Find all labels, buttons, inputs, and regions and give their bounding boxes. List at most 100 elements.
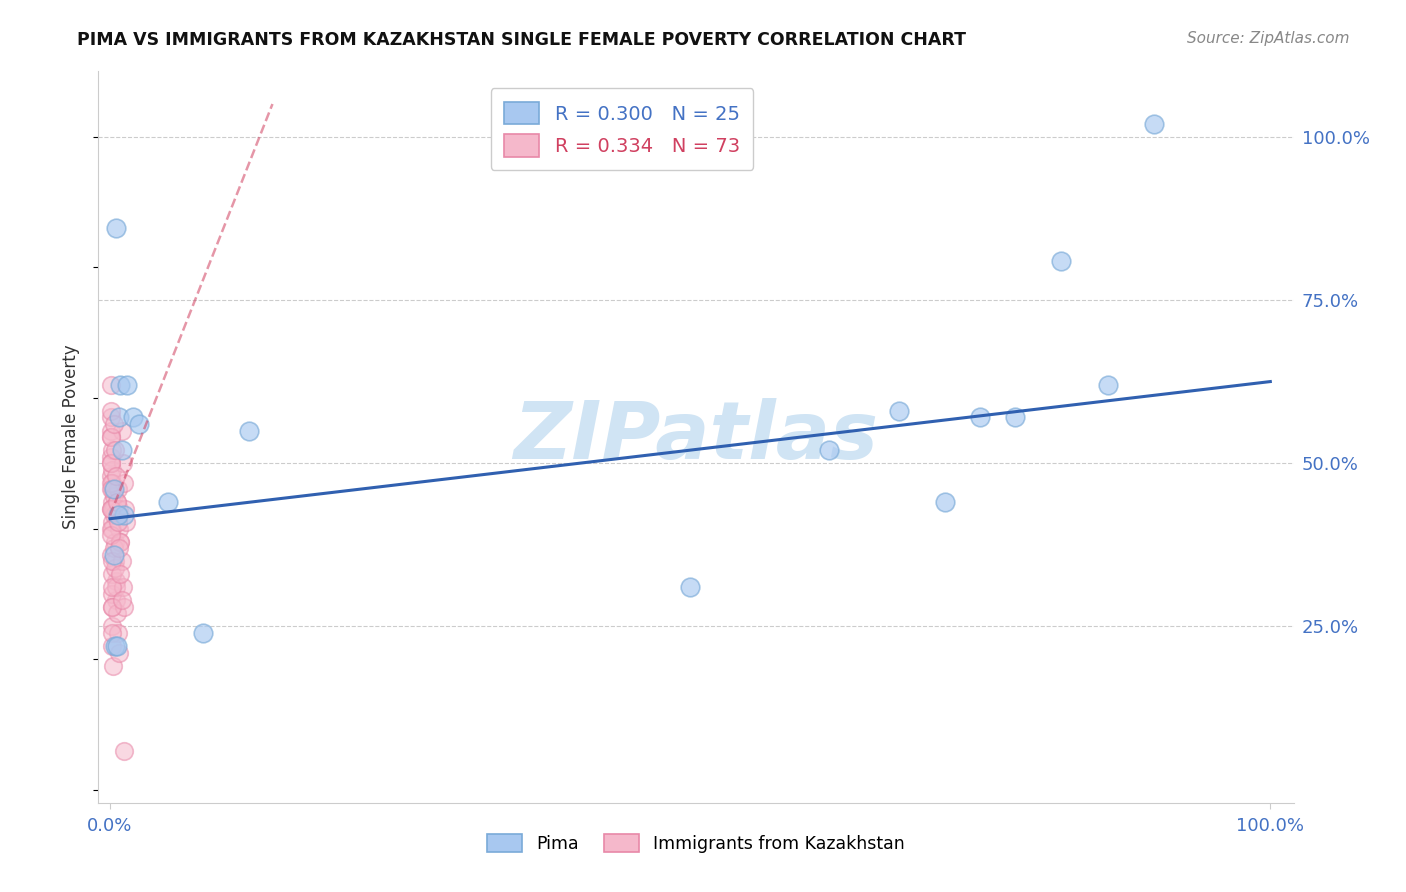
Point — [157, 495, 180, 509]
Point — [114, 502, 136, 516]
Point — [117, 377, 139, 392]
Point — [1143, 117, 1166, 131]
Point — [104, 534, 127, 549]
Point — [104, 469, 127, 483]
Point — [100, 430, 122, 444]
Legend: Pima, Immigrants from Kazakhstan: Pima, Immigrants from Kazakhstan — [481, 827, 911, 860]
Point — [107, 483, 129, 497]
Point — [101, 580, 124, 594]
Point — [107, 626, 129, 640]
Point — [104, 554, 127, 568]
Point — [103, 548, 125, 562]
Point — [105, 495, 128, 509]
Point — [103, 483, 125, 497]
Point — [969, 410, 991, 425]
Point — [100, 521, 122, 535]
Point — [100, 475, 122, 490]
Point — [111, 593, 134, 607]
Point — [112, 475, 135, 490]
Point — [115, 515, 138, 529]
Point — [105, 607, 128, 621]
Point — [111, 456, 134, 470]
Point — [110, 534, 132, 549]
Point — [103, 417, 125, 431]
Point — [100, 567, 122, 582]
Point — [105, 495, 128, 509]
Point — [111, 580, 134, 594]
Point — [104, 580, 127, 594]
Point — [100, 430, 122, 444]
Point — [101, 626, 124, 640]
Point — [100, 483, 122, 497]
Point — [105, 508, 128, 523]
Point — [108, 502, 131, 516]
Point — [101, 599, 124, 614]
Point — [112, 508, 135, 523]
Point — [108, 521, 131, 535]
Point — [100, 404, 122, 418]
Point — [128, 417, 150, 431]
Point — [110, 377, 132, 392]
Point — [108, 646, 131, 660]
Point — [191, 626, 214, 640]
Point — [100, 502, 122, 516]
Text: ZIPatlas: ZIPatlas — [513, 398, 879, 476]
Point — [100, 450, 122, 464]
Point — [100, 587, 122, 601]
Y-axis label: Single Female Poverty: Single Female Poverty — [62, 345, 80, 529]
Point — [105, 639, 128, 653]
Point — [110, 567, 132, 582]
Point — [100, 377, 122, 392]
Point — [111, 554, 134, 568]
Point — [101, 515, 124, 529]
Point — [1004, 410, 1026, 425]
Point — [101, 619, 124, 633]
Point — [100, 548, 122, 562]
Point — [104, 443, 127, 458]
Point — [100, 456, 122, 470]
Point — [101, 463, 124, 477]
Point — [108, 410, 131, 425]
Point — [679, 580, 702, 594]
Point — [104, 221, 127, 235]
Point — [108, 541, 131, 555]
Point — [104, 560, 127, 574]
Point — [100, 502, 122, 516]
Point — [100, 424, 122, 438]
Text: Source: ZipAtlas.com: Source: ZipAtlas.com — [1187, 31, 1350, 46]
Point — [100, 410, 122, 425]
Point — [818, 443, 841, 458]
Point — [887, 404, 910, 418]
Point — [104, 593, 127, 607]
Point — [101, 639, 124, 653]
Point — [100, 528, 122, 542]
Point — [101, 495, 124, 509]
Point — [101, 502, 124, 516]
Point — [1050, 253, 1073, 268]
Point — [100, 521, 122, 535]
Text: PIMA VS IMMIGRANTS FROM KAZAKHSTAN SINGLE FEMALE POVERTY CORRELATION CHART: PIMA VS IMMIGRANTS FROM KAZAKHSTAN SINGL… — [77, 31, 966, 49]
Point — [103, 541, 125, 555]
Point — [238, 424, 260, 438]
Point — [107, 515, 129, 529]
Point — [101, 599, 124, 614]
Point — [101, 443, 124, 458]
Point — [111, 443, 134, 458]
Point — [112, 743, 135, 757]
Point — [101, 475, 124, 490]
Point — [101, 658, 124, 673]
Point — [100, 456, 122, 470]
Point — [100, 483, 122, 497]
Point — [101, 483, 124, 497]
Point — [110, 534, 132, 549]
Point — [104, 574, 127, 588]
Point — [100, 502, 122, 516]
Point — [122, 410, 145, 425]
Point — [112, 599, 135, 614]
Point — [103, 508, 125, 523]
Point — [100, 554, 122, 568]
Point — [934, 495, 956, 509]
Point — [103, 489, 125, 503]
Point — [111, 424, 134, 438]
Point — [1097, 377, 1119, 392]
